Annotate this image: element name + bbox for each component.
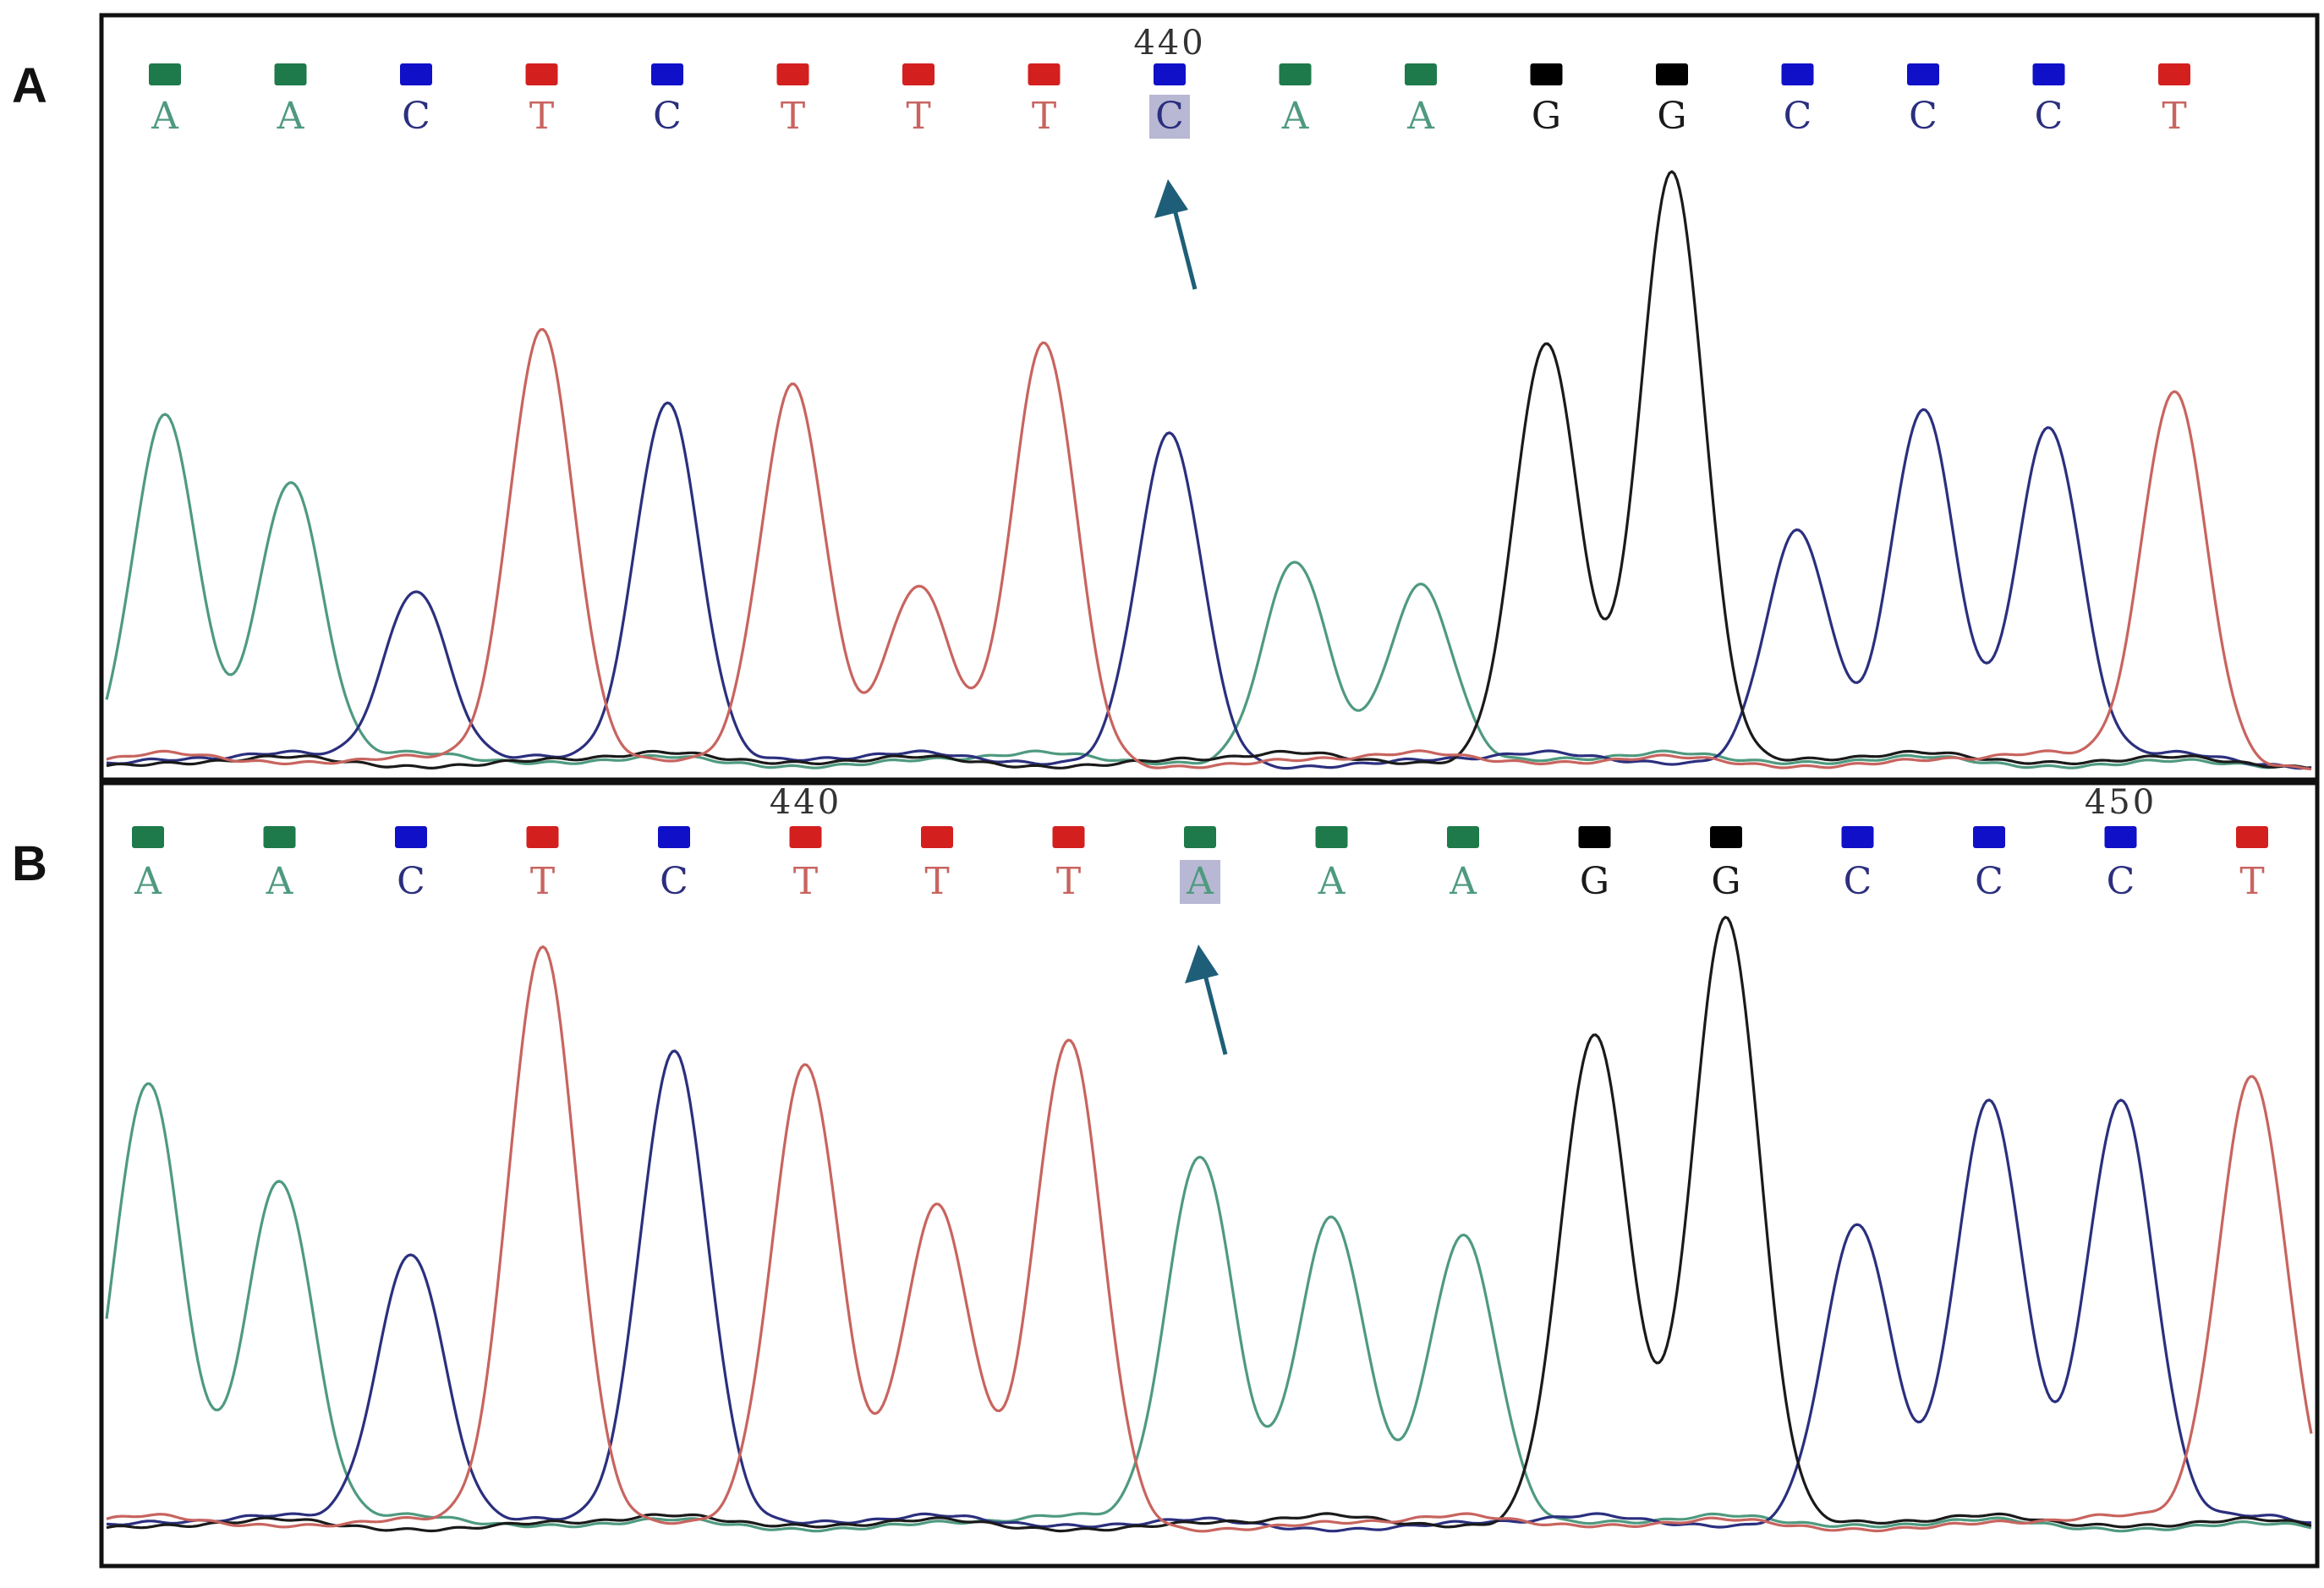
base-letter: C	[397, 860, 425, 903]
highlighted-base-box	[1180, 860, 1220, 904]
base-letter: C	[1844, 860, 1872, 903]
base-letter: C	[1155, 95, 1184, 138]
chromatogram-panel-b: 440 450 A A C T C T T T A A A G G C C C T	[99, 780, 2320, 1569]
base-letter: T	[1032, 95, 1056, 138]
base-letter: G	[1711, 860, 1740, 903]
base-marker-t	[525, 63, 558, 85]
base-marker-a	[1184, 826, 1216, 848]
base-marker-t	[2158, 63, 2190, 85]
base-marker-a	[1279, 63, 1312, 85]
base-marker-t	[2236, 826, 2268, 848]
trace-a	[105, 413, 2312, 770]
base-marker-t	[1052, 826, 1085, 848]
base-letter: T	[530, 860, 555, 903]
mutation-arrow-shaft	[1201, 967, 1228, 1055]
base-marker-c	[1781, 63, 1814, 85]
base-letter: A	[1281, 95, 1310, 138]
base-marker-g	[1578, 826, 1611, 848]
base-marker-c	[400, 63, 432, 85]
base-marker-c	[1154, 63, 1186, 85]
base-marker-c	[658, 826, 690, 848]
position-label: 440	[770, 783, 841, 822]
base-letter: A	[134, 860, 162, 903]
base-letter: A	[277, 95, 305, 138]
base-letter: A	[151, 95, 179, 138]
base-marker-t	[921, 826, 953, 848]
panel-frame	[99, 13, 2320, 782]
base-marker-c	[395, 826, 427, 848]
base-letter: T	[781, 95, 805, 138]
panel-label-b: B	[12, 836, 47, 891]
base-letter: C	[1784, 95, 1812, 138]
base-letter: T	[2239, 860, 2264, 903]
chromatogram-panel-a: 440 A A C T C T T T C A A G G C C C T	[99, 13, 2320, 782]
base-marker-c	[1841, 826, 1874, 848]
base-letter: A	[1449, 860, 1477, 903]
position-label: 450	[2085, 783, 2157, 822]
base-letter: C	[2035, 95, 2064, 138]
base-letter: T	[793, 860, 818, 903]
base-letter: G	[1657, 95, 1686, 138]
base-marker-a	[1315, 826, 1348, 848]
base-marker-a	[149, 63, 181, 85]
base-marker-t	[789, 826, 822, 848]
base-letter: C	[653, 95, 682, 138]
base-letter: C	[402, 95, 430, 138]
base-marker-a	[132, 826, 164, 848]
base-marker-c	[1907, 63, 1939, 85]
base-marker-t	[902, 63, 935, 85]
trace-t	[106, 945, 2313, 1533]
position-label: 440	[1133, 24, 1205, 63]
mutation-arrow-head	[1185, 945, 1219, 983]
base-marker-c	[2104, 826, 2137, 848]
base-marker-a	[263, 826, 296, 848]
base-marker-t	[1028, 63, 1061, 85]
base-letter: T	[1056, 860, 1081, 903]
base-letter: A	[266, 860, 294, 903]
base-marker-a	[1405, 63, 1437, 85]
base-letter: G	[1580, 860, 1609, 903]
base-letter: T	[2162, 95, 2186, 138]
base-letter: A	[1406, 95, 1435, 138]
base-letter: C	[1975, 860, 2003, 903]
base-marker-t	[526, 826, 559, 848]
trace-a	[105, 1082, 2312, 1533]
base-letter: T	[906, 95, 930, 138]
trace-t	[106, 327, 2312, 770]
base-marker-g	[1530, 63, 1563, 85]
base-marker-c	[651, 63, 683, 85]
trace-c	[106, 401, 2312, 770]
base-letter: T	[529, 95, 554, 138]
base-marker-g	[1656, 63, 1688, 85]
base-marker-c	[1973, 826, 2005, 848]
highlighted-base-box	[1149, 95, 1190, 139]
panel-frame	[99, 780, 2320, 1569]
base-marker-g	[1710, 826, 1742, 848]
base-marker-c	[2032, 63, 2065, 85]
base-letter: A	[1186, 860, 1214, 903]
base-marker-t	[776, 63, 809, 85]
trace-g	[106, 916, 2312, 1533]
base-letter: A	[1318, 860, 1346, 903]
base-marker-a	[1447, 826, 1479, 848]
trace-c	[106, 1049, 2311, 1533]
base-letter: C	[1909, 95, 1938, 138]
panel-label-a: A	[12, 58, 47, 113]
mutation-arrow-head	[1154, 179, 1188, 218]
base-letter: C	[2107, 860, 2135, 903]
mutation-arrow-shaft	[1170, 202, 1198, 290]
trace-g	[106, 170, 2312, 770]
base-letter: G	[1532, 95, 1561, 138]
base-letter: C	[660, 860, 688, 903]
base-marker-a	[274, 63, 307, 85]
base-letter: T	[924, 860, 949, 903]
